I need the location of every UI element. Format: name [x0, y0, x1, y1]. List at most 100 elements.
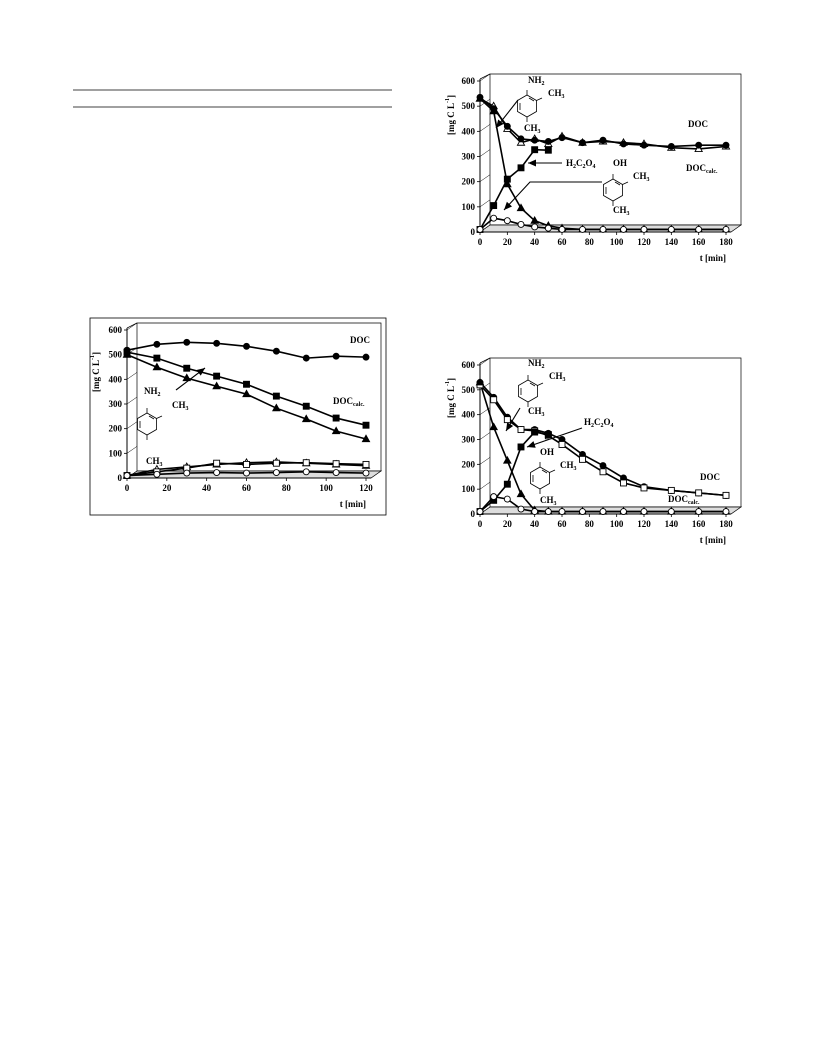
subscript: 2 [542, 81, 545, 87]
annotation: CH3 [549, 371, 566, 383]
x-tick-label: 20 [503, 237, 513, 247]
superscript: -1 [90, 355, 96, 360]
annotation: CH3 [540, 495, 557, 507]
subscript: 3 [186, 406, 189, 412]
data-point [558, 441, 566, 448]
bond [622, 181, 629, 185]
arrow-head [504, 201, 513, 210]
y-tick-label: 400 [462, 126, 476, 136]
data-point [502, 179, 512, 188]
text-part: C [594, 417, 601, 427]
y-tick-label: 300 [462, 152, 476, 162]
y-tick-label: 300 [109, 399, 123, 409]
y-tick-label: 400 [109, 374, 123, 384]
text-part: CH [549, 371, 563, 381]
y-tick-label: 200 [109, 424, 123, 434]
annotation: DOC [688, 119, 708, 129]
data-point [620, 140, 627, 148]
x-tick-label: 100 [319, 483, 333, 493]
data-point [243, 460, 250, 468]
data-point [123, 472, 131, 479]
y-tick-label: 0 [471, 227, 476, 237]
data-point [503, 122, 511, 130]
annotation: CH3 [524, 123, 541, 135]
data-point [531, 508, 539, 515]
x-tick-label: 20 [162, 483, 172, 493]
bond [536, 97, 543, 101]
data-point [212, 381, 221, 390]
data-point [213, 372, 221, 380]
subscript: 3 [563, 377, 566, 383]
text-part: OH [540, 447, 554, 457]
x-tick-label: 120 [359, 483, 373, 493]
subscript: 3 [574, 466, 577, 472]
data-point [332, 460, 340, 468]
data-point [667, 508, 675, 515]
x-tick-label: 40 [530, 237, 540, 247]
wall-tick [479, 481, 491, 490]
annotation: CH3 [528, 406, 545, 418]
data-point [475, 377, 485, 386]
annotation: DOC [700, 472, 720, 482]
data-point [302, 468, 310, 476]
bond [529, 382, 536, 387]
text-part: C [576, 158, 583, 168]
y-tick-label: 400 [462, 410, 476, 420]
x-tick-label: 80 [585, 519, 595, 529]
wall-tick [479, 457, 491, 465]
data-point [361, 434, 371, 443]
x-tick-label: 120 [637, 237, 651, 247]
text-part: CH [172, 400, 186, 410]
bond [541, 469, 548, 474]
data-point [490, 202, 498, 210]
data-point [362, 421, 370, 429]
annotation: CH3 [613, 205, 630, 217]
data-point [579, 139, 586, 147]
y-tick-label: 300 [462, 435, 476, 445]
data-point [475, 93, 485, 102]
text-part: NH [528, 75, 542, 85]
text-part: DOC [333, 396, 353, 406]
data-point [558, 508, 566, 515]
data-point [531, 223, 539, 231]
data-point [213, 469, 221, 477]
text-part: CH [548, 88, 562, 98]
data-point [332, 469, 340, 477]
data-point [503, 217, 511, 225]
subscript: 2 [601, 423, 604, 429]
y-tick-label: 0 [471, 509, 476, 519]
annotation: H2C2O4 [566, 158, 596, 170]
data-point [579, 455, 586, 463]
wall-tick [479, 432, 491, 440]
subscript: 2 [573, 164, 576, 170]
data-point [599, 462, 607, 470]
subscript: 3 [542, 412, 545, 418]
y-tick-label: 200 [462, 177, 476, 187]
y-tick-label: 600 [462, 76, 476, 86]
data-point [301, 414, 311, 423]
arrow-head [196, 368, 205, 376]
y-tick-label: 500 [109, 350, 123, 360]
data-point [640, 484, 648, 492]
wall-tick [479, 73, 491, 82]
data-point [489, 106, 499, 115]
data-point [517, 220, 525, 228]
data-point [558, 134, 566, 142]
superscript: -1 [445, 381, 451, 386]
annotation: DOCcalc. [686, 163, 718, 175]
text-part: [mg C L [446, 386, 456, 418]
annotation: NH2 [528, 75, 545, 87]
bond [549, 469, 556, 473]
data-point [153, 354, 161, 362]
x-tick-label: 0 [478, 237, 483, 247]
data-point [620, 226, 627, 233]
wall-edge [126, 322, 138, 329]
text-part: NH [144, 386, 158, 396]
text-part: H [566, 158, 573, 168]
data-point [490, 396, 498, 404]
x-tick-label: 60 [558, 519, 568, 529]
data-point [362, 469, 370, 477]
y-tick-label: 100 [462, 484, 476, 494]
x-tick-label: 60 [558, 237, 568, 247]
data-point [362, 353, 370, 361]
